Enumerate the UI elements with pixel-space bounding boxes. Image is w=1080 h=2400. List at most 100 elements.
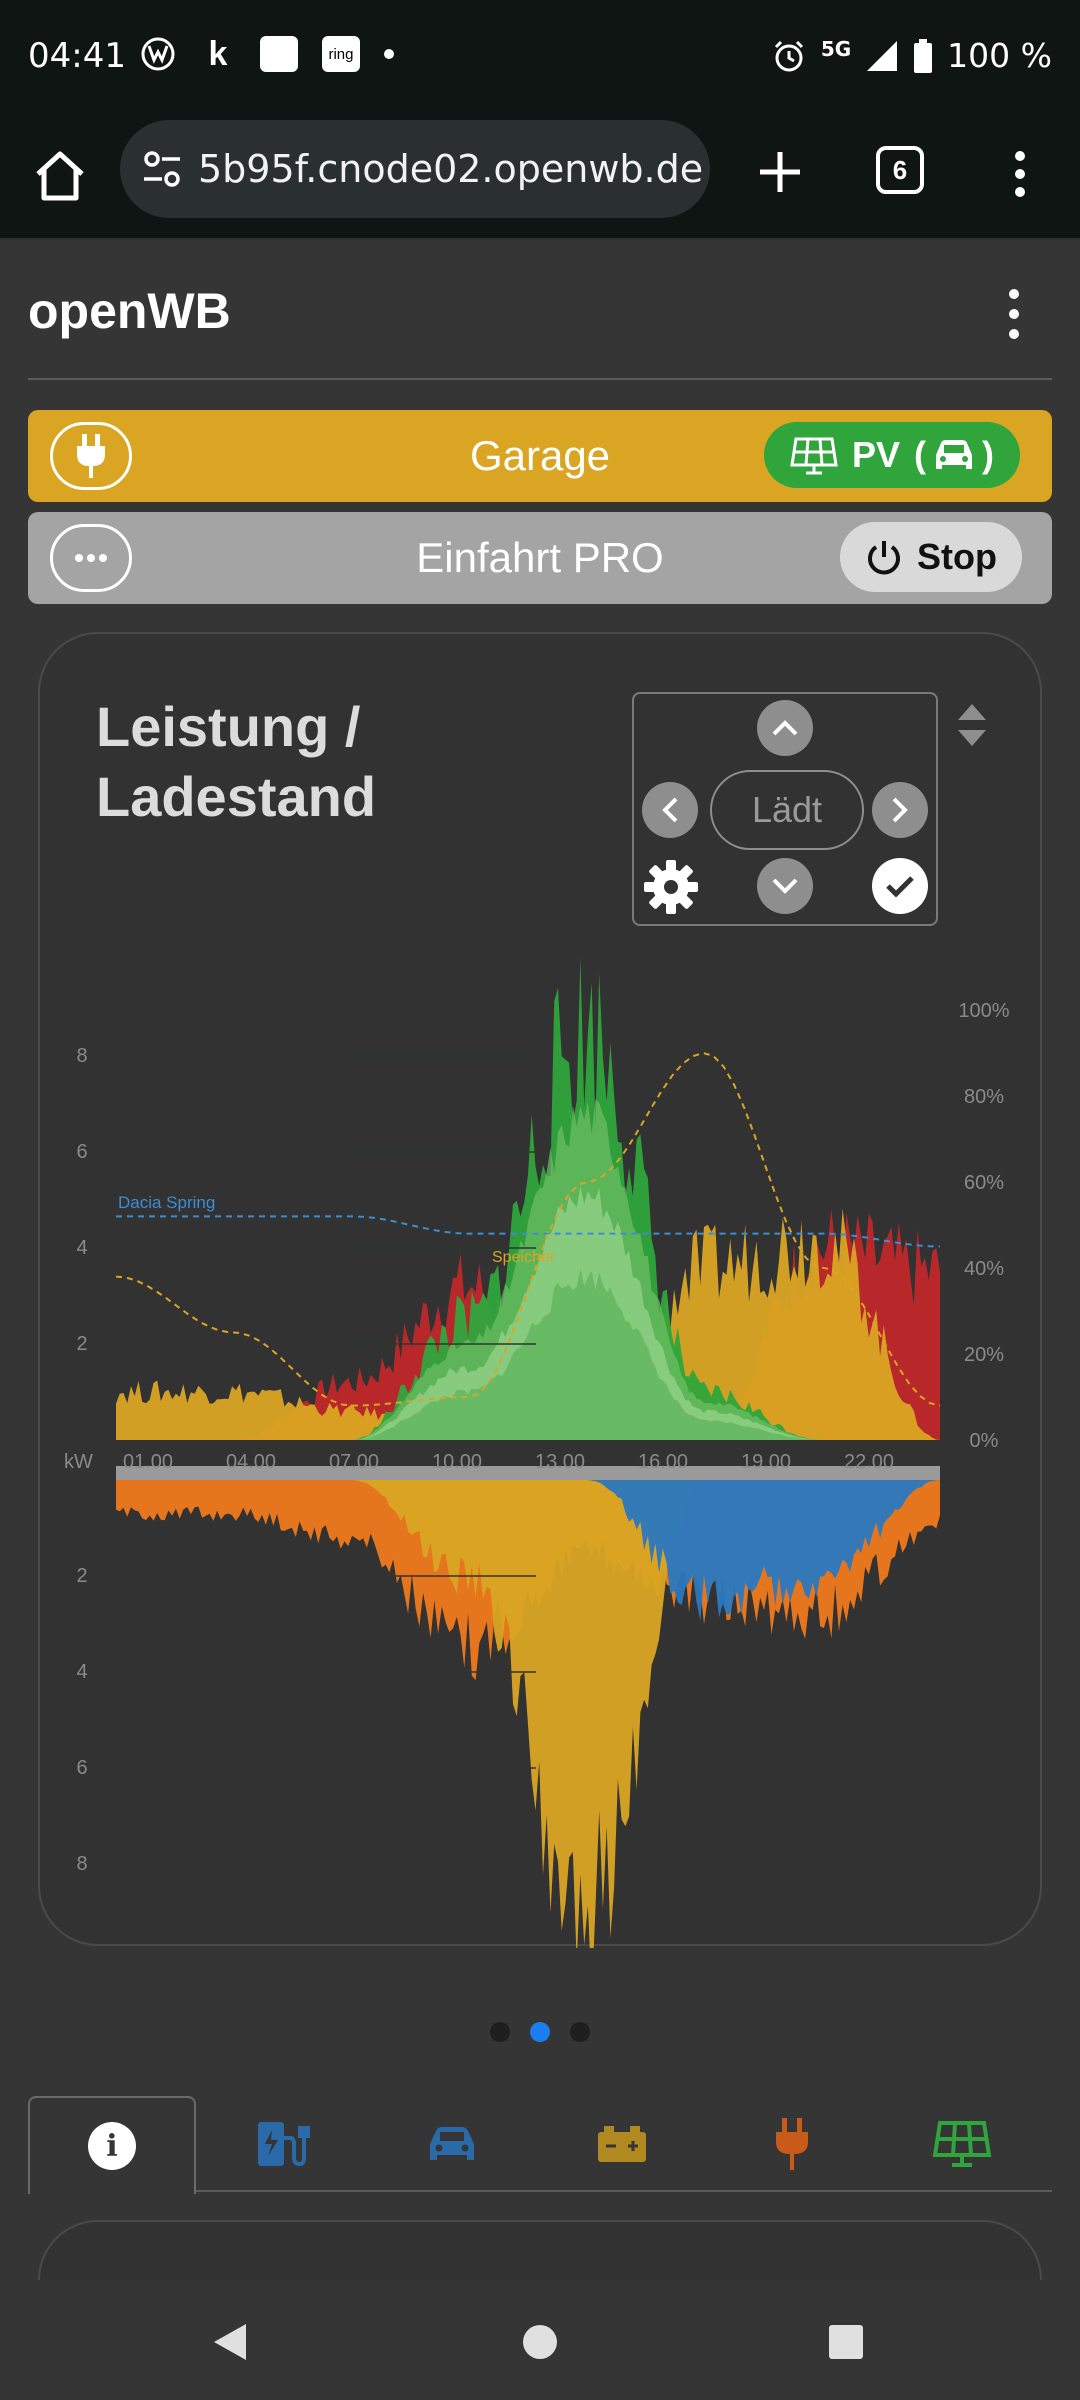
- chargepoint-einfahrt[interactable]: Einfahrt PRO Stop: [28, 512, 1052, 604]
- tab-info[interactable]: i: [28, 2096, 196, 2194]
- gear-icon[interactable]: [642, 858, 700, 916]
- back-button[interactable]: [190, 2302, 270, 2382]
- k-icon: k: [208, 34, 228, 73]
- chart-title: Leistung / Ladestand: [96, 695, 377, 828]
- volkswagen-icon: [141, 37, 175, 71]
- down-button[interactable]: [757, 858, 813, 914]
- series-label-speicher: Speicher: [492, 1249, 556, 1266]
- soc-tick-label: 40%: [964, 1258, 1004, 1280]
- soc-line-dacia-spring: [116, 1215, 941, 1248]
- x-tick-label: 04.00: [226, 1451, 276, 1473]
- soc-line-speicher: [115, 1051, 941, 1407]
- tab-switcher-button[interactable]: 6: [876, 146, 924, 194]
- home-icon[interactable]: [30, 146, 90, 206]
- y-tick-label: 8: [76, 1045, 87, 1067]
- pager-dot[interactable]: [570, 2022, 590, 2042]
- next-button[interactable]: [872, 782, 928, 838]
- area-speicher-ladung: [116, 1480, 940, 1948]
- info-icon: i: [88, 2122, 136, 2170]
- notification-icons: k ring: [140, 34, 394, 73]
- area-pv: [116, 957, 940, 1440]
- area-netzbezug: [116, 1209, 940, 1440]
- soc-tick-label: 100%: [958, 1000, 1009, 1022]
- url-bar[interactable]: 5b95f.cnode02.openwb.de: [120, 120, 710, 218]
- browser-toolbar: 5b95f.cnode02.openwb.de 6: [0, 118, 1080, 240]
- new-tab-icon[interactable]: [748, 140, 812, 204]
- up-button[interactable]: [757, 700, 813, 756]
- area-speicher-entladung: [116, 1208, 940, 1440]
- network-type: 5G: [820, 36, 852, 61]
- site-settings-icon[interactable]: [140, 147, 184, 191]
- browser-menu-icon[interactable]: [1000, 144, 1040, 204]
- area-pv-band: [116, 1186, 940, 1440]
- y-tick-label: 6: [76, 1757, 87, 1779]
- home-circle-icon: [523, 2325, 557, 2359]
- tab-battery[interactable]: [538, 2096, 706, 2192]
- charging-station-icon: [258, 2122, 310, 2167]
- confirm-button[interactable]: [872, 858, 928, 914]
- chart-card: Leistung / Ladestand Lädt Dacia Sp: [38, 632, 1042, 1948]
- y-tick-label: 4: [76, 1661, 87, 1683]
- car-icon: [430, 2127, 474, 2160]
- signal-icon: [867, 40, 898, 71]
- more-options-button[interactable]: [50, 524, 132, 592]
- area-pv-band: [116, 1099, 940, 1440]
- y-tick-label: 4: [76, 1237, 87, 1259]
- charge-mode-button[interactable]: PV ( ): [764, 422, 1020, 488]
- chargepoint-name: Garage: [469, 432, 611, 479]
- stop-label: Stop: [917, 536, 997, 577]
- x-tick-label: 07.00: [329, 1451, 379, 1473]
- power-icon: [868, 541, 900, 575]
- tab-chargepoints[interactable]: [198, 2096, 366, 2192]
- pager-dot-active[interactable]: [530, 2022, 550, 2042]
- prev-button[interactable]: [642, 782, 698, 838]
- soc-tick-label: 20%: [964, 1344, 1004, 1366]
- app-menu-icon[interactable]: [1004, 286, 1024, 342]
- x-tick-label: 19.00: [741, 1451, 791, 1473]
- x-tick-label: 01.00: [123, 1451, 173, 1473]
- soc-tick-label: 80%: [964, 1086, 1004, 1108]
- battery-icon: [914, 38, 933, 73]
- area-ladepunkte: [116, 1480, 940, 1622]
- solar-panel-icon: [790, 437, 838, 475]
- area-pv-band: [116, 1268, 940, 1440]
- lower-baseline-band: [116, 1466, 940, 1480]
- pager-dot[interactable]: [490, 2022, 510, 2042]
- x-tick-label: 22.00: [844, 1451, 894, 1473]
- car-icon: [936, 440, 973, 469]
- paren-open: (: [914, 434, 927, 475]
- plug-button[interactable]: [50, 422, 132, 490]
- ring-icon: ring: [322, 36, 360, 72]
- charge-mode-label: PV: [851, 434, 901, 475]
- white-square-icon: [260, 36, 298, 72]
- carousel-pager: [0, 2022, 1080, 2042]
- solar-panel-icon: [932, 2121, 992, 2167]
- home-button[interactable]: [500, 2302, 580, 2382]
- tab-pv[interactable]: [878, 2096, 1046, 2192]
- check-icon: [886, 876, 914, 898]
- url-text[interactable]: 5b95f.cnode02.openwb.de: [198, 147, 704, 191]
- plug-icon: [77, 434, 105, 478]
- x-tick-label: 13.00: [535, 1451, 585, 1473]
- recents-button[interactable]: [806, 2302, 886, 2382]
- tab-grid[interactable]: [708, 2096, 876, 2192]
- soc-tick-label: 0%: [970, 1430, 999, 1452]
- chargepoint-name: Einfahrt PRO: [416, 534, 664, 581]
- y-tick-label: 8: [76, 1853, 87, 1875]
- app-header: openWB: [28, 262, 1052, 380]
- plug-icon: [776, 2118, 808, 2170]
- y-tick-label: 6: [76, 1141, 87, 1163]
- tab-vehicles[interactable]: [368, 2096, 536, 2192]
- chevron-right-icon: [892, 797, 908, 823]
- app-title: openWB: [28, 283, 231, 339]
- sort-icon[interactable]: [954, 700, 990, 750]
- ellipsis-icon: [75, 554, 107, 562]
- paren-close: ): [982, 434, 995, 475]
- chart-controls: Lädt: [632, 692, 938, 926]
- stop-button[interactable]: Stop: [840, 522, 1022, 592]
- status-bar: 04:41 k ring 5G 100 %: [0, 0, 1080, 118]
- x-tick-label: 16.00: [638, 1451, 688, 1473]
- bottom-tab-bar: i: [28, 2096, 1052, 2194]
- x-tick-label: 10.00: [432, 1451, 482, 1473]
- chargepoint-garage[interactable]: Garage PV ( ): [28, 410, 1052, 502]
